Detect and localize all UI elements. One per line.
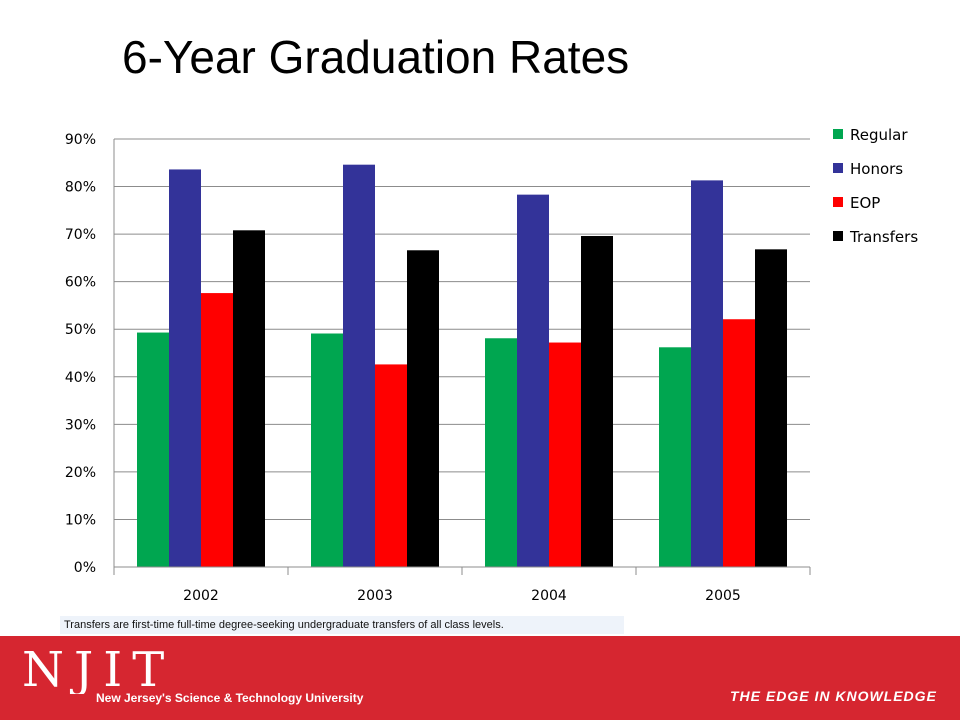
bar-honors: [691, 180, 723, 567]
y-tick-label: 80%: [65, 180, 96, 196]
bar-eop: [201, 293, 233, 567]
bar-regular: [311, 333, 343, 567]
bar-honors: [517, 194, 549, 567]
bar-transfers: [755, 249, 787, 567]
y-tick-label: 0%: [74, 560, 96, 576]
footnote: Transfers are first-time full-time degre…: [60, 616, 624, 634]
bar-eop: [723, 319, 755, 567]
bar-eop: [375, 364, 407, 567]
njit-logo: NJIT: [22, 644, 174, 694]
tagline: THE EDGE IN KNOWLEDGE: [730, 688, 937, 704]
y-tick-label: 70%: [65, 227, 96, 243]
y-tick-label: 90%: [65, 132, 96, 148]
bars: [137, 164, 787, 568]
legend-swatch: [833, 129, 843, 139]
legend-swatch: [833, 197, 843, 207]
axes: 0% 10% 20% 30% 40% 50% 60% 70% 80% 90% 2002 2003 200…: [65, 132, 811, 604]
bar-regular: [659, 347, 691, 567]
bar-regular: [137, 332, 169, 567]
logo-text: NJIT: [22, 644, 174, 694]
y-tick-label: 30%: [65, 417, 96, 433]
footer-band: [0, 636, 960, 720]
bar-regular: [485, 338, 517, 567]
y-tick-label: 50%: [65, 322, 96, 338]
legend-label: Honors: [850, 160, 903, 178]
legend-swatch: [833, 163, 843, 173]
bar-transfers: [581, 236, 613, 567]
y-tick-label: 40%: [65, 370, 96, 386]
x-tick-label: 2003: [357, 588, 393, 604]
x-tick-label: 2005: [705, 588, 741, 604]
bar-transfers: [407, 250, 439, 567]
bar-honors: [343, 164, 375, 567]
bar-honors: [169, 169, 201, 568]
legend-label: Regular: [850, 126, 908, 144]
legend-label: Transfers: [849, 228, 918, 246]
bar-chart: 0% 10% 20% 30% 40% 50% 60% 70% 80% 90% 2002 2003 200…: [65, 126, 918, 604]
x-tick-label: 2004: [531, 588, 567, 604]
y-tick-label: 10%: [65, 512, 96, 528]
logo-subtitle: New Jersey's Science & Technology Univer…: [96, 691, 364, 705]
y-tick-label: 60%: [65, 275, 96, 291]
legend: Regular Honors EOP Transfers: [833, 126, 918, 246]
y-tick-label: 20%: [65, 465, 96, 481]
legend-label: EOP: [850, 194, 880, 212]
bar-transfers: [233, 230, 265, 567]
legend-swatch: [833, 231, 843, 241]
slide-title: 6-Year Graduation Rates: [122, 31, 630, 83]
x-tick-label: 2002: [183, 588, 219, 604]
bar-eop: [549, 342, 581, 567]
